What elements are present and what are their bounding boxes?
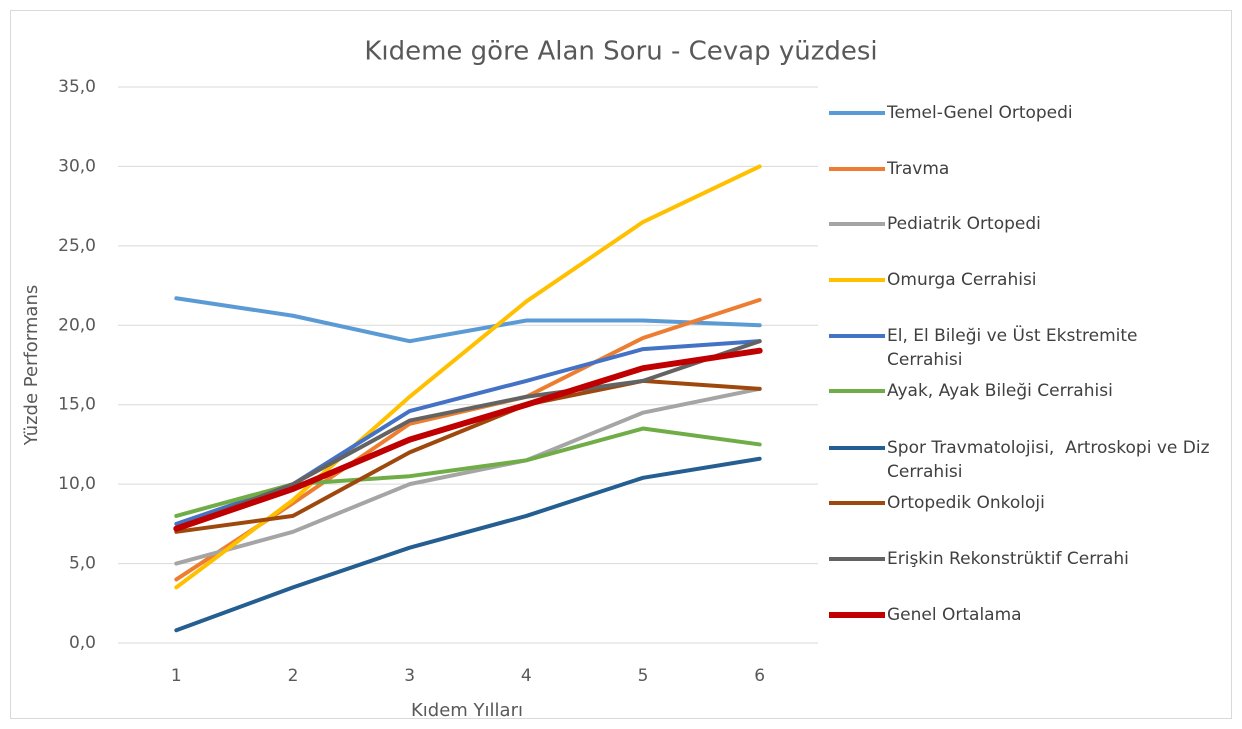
x-tick-label: 2: [288, 666, 299, 686]
legend-label: Genel Ortalama: [887, 605, 1022, 625]
series-line: [174, 378, 762, 534]
x-tick-label: 6: [754, 666, 765, 686]
chart-frame: [10, 10, 1232, 719]
y-tick-label: 0,0: [69, 633, 96, 653]
y-tick-label: 30,0: [58, 156, 96, 176]
y-tick-label: 25,0: [58, 236, 96, 256]
legend-label: Erişkin Rekonstrüktif Cerrahi: [887, 549, 1129, 569]
y-tick-label: 15,0: [58, 395, 96, 415]
y-tick-label: 35,0: [58, 77, 96, 97]
series-line: [174, 386, 762, 566]
legend-label: Travma: [887, 159, 950, 179]
legend-label: Ayak, Ayak Bileği Cerrahisi: [887, 381, 1113, 401]
legend-label: Omurga Cerrahisi: [887, 270, 1037, 290]
series-line: [173, 347, 763, 532]
chart-title: Kıdeme göre Alan Soru - Cevap yüzdesi: [364, 37, 877, 67]
legend-label: Temel-Genel Ortopedi: [887, 103, 1073, 123]
legend-label: Spor Travmatolojisi, Artroskopi ve Diz C…: [887, 438, 1215, 482]
x-tick-label: 5: [638, 666, 649, 686]
x-tick-label: 1: [171, 666, 182, 686]
legend-label: Pediatrik Ortopedi: [887, 214, 1041, 234]
x-tick-label: 4: [521, 666, 532, 686]
series-line: [174, 339, 762, 531]
legend-label: El, El Bileği ve Üst Ekstremite Cerrahis…: [887, 326, 1143, 370]
y-tick-label: 20,0: [58, 315, 96, 335]
series-line: [174, 296, 762, 344]
series-line: [174, 164, 762, 590]
y-tick-label: 5,0: [69, 554, 96, 574]
y-tick-label: 10,0: [58, 474, 96, 494]
x-axis-label: Kıdem Yılları: [411, 700, 523, 721]
x-tick-label: 3: [404, 666, 415, 686]
legend-label: Ortopedik Onkoloji: [887, 493, 1045, 513]
series-line: [174, 456, 762, 633]
y-axis-label: Yüzde Performans: [21, 285, 42, 446]
